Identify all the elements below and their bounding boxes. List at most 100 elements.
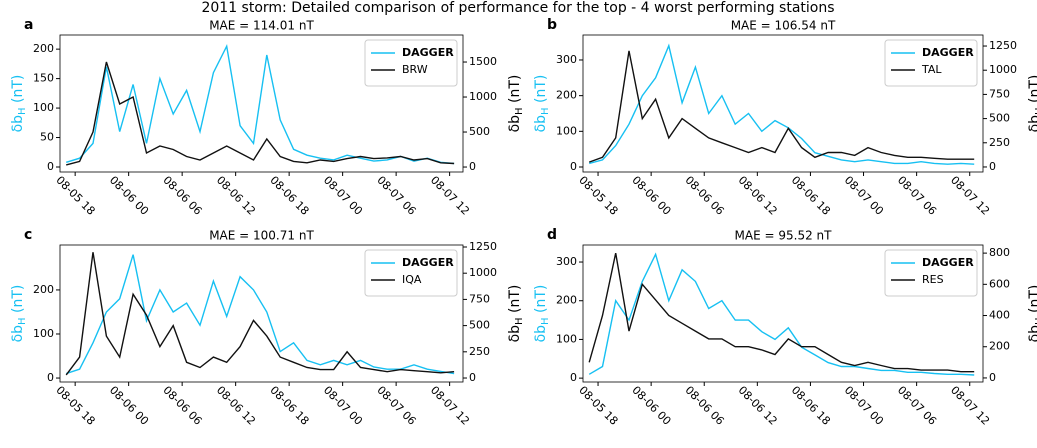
panel-title: MAE = 95.52 nT: [735, 229, 833, 243]
panel-letter: d: [547, 227, 557, 243]
axis-label: δbH (nT): [507, 285, 525, 343]
axis-label: δbH (nT): [533, 75, 551, 133]
y2-tick-label: 500: [469, 319, 490, 332]
axis-label-part: H: [540, 317, 551, 325]
legend-label: DAGGER: [402, 256, 454, 269]
x-tick-label: 08-06 18: [789, 174, 833, 218]
y2-tick-label: 250: [469, 345, 490, 358]
axis-label-part: δb: [10, 325, 26, 343]
y2-tick-label: 1000: [989, 63, 1017, 76]
x-tick-label: 08-07 12: [948, 174, 992, 218]
x-tick-label: 08-07 06: [895, 174, 939, 218]
plot-frame: [582, 34, 984, 173]
x-tick-label: 08-07 00: [321, 174, 365, 218]
axis-label-part: (nT): [10, 75, 26, 108]
y-tick-label: 150: [33, 72, 54, 85]
legend-label: DAGGER: [922, 256, 974, 269]
axis-label: δbH (nT): [507, 75, 525, 133]
x-tick-label: 08-06 06: [160, 384, 204, 428]
panel-title: MAE = 106.54 nT: [731, 19, 836, 33]
panel: d MAE = 95.52 nT 0 100 200 300 0 200 400 600 800 08…: [533, 227, 1037, 428]
x-tick-label: 08-05 18: [53, 174, 97, 218]
x-tick-label: 08-06 06: [683, 384, 727, 428]
axis-label: δbH (nT): [1027, 285, 1037, 343]
axis-label: δbH (nT): [10, 75, 28, 133]
y-tick-label: 50: [40, 131, 54, 144]
y2-tick-label: 250: [989, 136, 1010, 149]
legend-box: [884, 249, 978, 297]
y2-tick-label: 0: [469, 160, 476, 173]
data-line: [65, 252, 455, 376]
axis-label-part: δb: [1027, 325, 1037, 343]
y-tick-label: 0: [47, 371, 54, 384]
y-tick-label: 0: [570, 371, 577, 384]
x-tick-label: 08-06 18: [789, 384, 833, 428]
axis-label-part: (nT): [1027, 75, 1037, 108]
axis-label-part: δb: [507, 115, 523, 133]
panel-title: MAE = 114.01 nT: [209, 19, 314, 33]
data-line: [65, 254, 455, 375]
x-tick-label: 08-07 12: [948, 384, 992, 428]
x-tick-label: 08-07 00: [842, 384, 886, 428]
x-tick-label: 08-07 06: [374, 384, 418, 428]
y2-tick-label: 400: [989, 309, 1010, 322]
axis-label-part: (nT): [507, 75, 523, 108]
x-tick-label: 08-05 18: [53, 384, 97, 428]
panel-title: MAE = 100.71 nT: [209, 229, 314, 243]
x-tick-label: 08-05 18: [576, 174, 620, 218]
x-tick-label: 08-06 00: [629, 384, 673, 428]
axis-label-part: δb: [1027, 115, 1037, 133]
x-tick-label: 08-07 00: [321, 384, 365, 428]
axis-label: δbH (nT): [10, 285, 28, 343]
data-line: [65, 43, 455, 165]
axis-label-part: (nT): [507, 285, 523, 318]
x-tick-label: 08-07 06: [374, 174, 418, 218]
data-line: [589, 43, 975, 165]
y2-tick-label: 1000: [469, 266, 497, 279]
y-tick-label: 100: [33, 327, 54, 340]
y2-tick-label: 500: [469, 125, 490, 138]
legend-label: DAGGER: [922, 46, 974, 59]
x-tick-label: 08-06 12: [214, 174, 258, 218]
legend-label: RES: [922, 273, 944, 286]
axis-label-part: δb: [10, 115, 26, 133]
y-tick-label: 200: [556, 294, 577, 307]
axis-label-part: δb: [533, 115, 549, 133]
axis-label-part: H: [17, 317, 28, 325]
axis-label-part: H: [514, 107, 525, 115]
x-tick-label: 08-06 18: [267, 174, 311, 218]
legend-label: TAL: [921, 63, 942, 76]
data-line: [66, 61, 455, 166]
axis-label-part: (nT): [533, 75, 549, 108]
x-tick-label: 08-06 06: [683, 174, 727, 218]
legend-label: IQA: [402, 273, 422, 286]
x-tick-label: 08-07 12: [428, 174, 472, 218]
x-tick-label: 08-06 12: [736, 174, 780, 218]
y-tick-label: 200: [33, 283, 54, 296]
x-tick-label: 08-06 18: [267, 384, 311, 428]
y2-tick-label: 500: [989, 112, 1010, 125]
x-tick-label: 08-07 06: [895, 384, 939, 428]
axis-label-part: H: [514, 317, 525, 325]
plot-frame: [59, 34, 464, 173]
y-tick-label: 300: [556, 255, 577, 268]
x-tick-label: 08-07 00: [842, 174, 886, 218]
data-line: [588, 50, 975, 163]
y-tick-label: 300: [556, 53, 577, 66]
axis-label-part: H: [540, 107, 551, 115]
y2-tick-label: 1250: [989, 39, 1017, 52]
panel-letter: b: [547, 17, 557, 33]
y2-tick-label: 0: [469, 371, 476, 384]
panel-letter: c: [24, 227, 32, 243]
panel-letter: a: [24, 17, 33, 33]
axis-label-part: (nT): [1027, 285, 1037, 318]
figure-title: 2011 storm: Detailed comparison of perfo…: [201, 0, 834, 16]
y2-tick-label: 200: [989, 340, 1010, 353]
y2-tick-label: 1250: [469, 240, 497, 253]
panel: c MAE = 100.71 nT 0 100 200 0 250 500 750 1000 125…: [10, 227, 525, 428]
panel: a MAE = 114.01 nT 0 50 100 150 200 0 500 1000 1500…: [10, 17, 525, 218]
y-tick-label: 200: [33, 42, 54, 55]
y2-tick-label: 1000: [469, 90, 497, 103]
